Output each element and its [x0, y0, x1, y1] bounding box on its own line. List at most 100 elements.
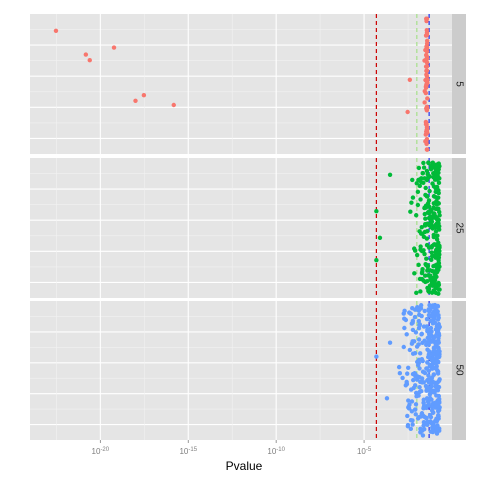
data-point — [409, 399, 415, 404]
data-point — [412, 314, 418, 320]
data-point — [431, 372, 437, 377]
data-point — [435, 354, 440, 360]
data-point — [141, 93, 147, 98]
data-point — [422, 273, 428, 278]
data-point — [437, 243, 442, 249]
data-point — [405, 365, 411, 370]
data-point — [419, 388, 424, 394]
data-point — [431, 410, 436, 415]
data-point — [426, 211, 431, 216]
data-point — [424, 68, 430, 73]
data-point — [433, 424, 438, 429]
data-point — [409, 409, 415, 414]
data-point — [400, 375, 405, 381]
data-point — [436, 335, 441, 341]
data-point — [435, 174, 440, 180]
data-point — [437, 377, 442, 382]
data-point — [423, 421, 428, 427]
data-point — [427, 268, 433, 273]
data-point — [431, 345, 437, 351]
data-point — [374, 354, 379, 359]
data-point — [405, 424, 411, 429]
data-point — [414, 344, 420, 349]
data-point — [428, 277, 433, 283]
data-point — [426, 349, 432, 354]
data-point — [387, 340, 393, 345]
data-point — [408, 209, 413, 214]
data-point — [417, 229, 422, 234]
data-point — [433, 403, 439, 409]
data-point — [436, 190, 441, 196]
data-point — [412, 271, 417, 276]
data-point — [435, 233, 440, 238]
data-point — [410, 195, 416, 200]
data-point — [87, 58, 92, 63]
data-point — [426, 175, 431, 180]
data-point — [420, 266, 425, 272]
data-point — [420, 358, 425, 364]
data-point — [420, 433, 426, 438]
data-point — [417, 322, 422, 328]
data-point — [418, 379, 423, 385]
data-point — [427, 362, 433, 368]
data-point — [171, 102, 176, 108]
data-point — [424, 106, 429, 111]
data-point — [436, 206, 441, 211]
data-point — [422, 427, 427, 432]
data-point — [433, 271, 438, 277]
x-tick-label: 10-10 — [267, 447, 285, 456]
data-point — [424, 16, 429, 21]
facet-strip-5 — [452, 14, 466, 154]
data-point — [436, 414, 441, 419]
data-point — [413, 330, 419, 335]
data-point — [417, 351, 423, 356]
data-point — [431, 234, 436, 240]
data-point — [427, 379, 432, 384]
data-point — [422, 211, 427, 217]
data-point — [424, 74, 430, 79]
data-point — [422, 308, 427, 314]
data-point — [111, 45, 117, 50]
data-point — [413, 402, 419, 407]
data-point — [405, 413, 410, 419]
data-point — [422, 370, 428, 376]
data-point — [418, 244, 423, 249]
data-point — [428, 420, 434, 425]
data-point — [420, 171, 425, 176]
data-point — [133, 98, 138, 104]
data-point — [406, 398, 411, 403]
data-point — [401, 344, 406, 350]
data-point — [425, 328, 431, 333]
data-point — [435, 371, 441, 376]
x-tick-label: 10-15 — [179, 447, 197, 456]
data-point — [422, 58, 427, 63]
data-point — [424, 129, 430, 134]
data-point — [414, 213, 419, 218]
data-point — [407, 347, 413, 353]
data-point — [416, 165, 422, 171]
gridlines — [30, 14, 452, 440]
data-point — [426, 288, 431, 294]
data-point — [419, 411, 425, 416]
data-point — [434, 359, 439, 365]
data-point — [432, 334, 438, 339]
data-point — [424, 27, 430, 33]
facet-strip-25 — [452, 158, 466, 298]
data-point — [426, 204, 432, 209]
data-point — [428, 388, 433, 393]
data-point — [432, 263, 438, 268]
data-point — [424, 137, 430, 142]
data-point — [431, 390, 437, 395]
data-point — [430, 181, 435, 186]
data-point — [437, 224, 442, 229]
data-point — [424, 124, 430, 130]
facet-label-25: 25 — [454, 222, 465, 234]
data-point — [426, 307, 431, 312]
data-point — [414, 290, 419, 296]
data-point — [432, 242, 437, 247]
facet-label-5: 5 — [454, 81, 465, 87]
x-tick-label: 10-20 — [92, 447, 110, 456]
data-point — [416, 318, 422, 324]
data-point — [413, 412, 418, 417]
data-point — [424, 236, 430, 241]
